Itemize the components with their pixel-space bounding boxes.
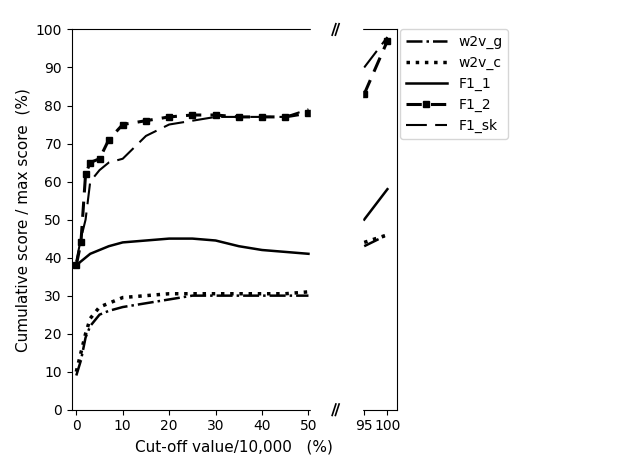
F1_2 [165, 114, 173, 120]
Legend: w2v_g, w2v_c, F1_1, F1_2, F1_sk: w2v_g, w2v_c, F1_1, F1_2, F1_sk [400, 30, 508, 139]
F1_1 [82, 255, 90, 260]
F1_sk [212, 114, 220, 120]
Line: w2v_g: w2v_g [76, 295, 308, 376]
w2v_g [189, 293, 196, 298]
F1_2 [235, 114, 243, 120]
F1_sk [165, 121, 173, 127]
F1_1 [282, 249, 289, 255]
F1_2 [95, 156, 103, 161]
F1_1 [212, 238, 220, 243]
w2v_c [305, 289, 312, 295]
F1_2 [86, 160, 94, 166]
w2v_c [77, 350, 84, 356]
F1_sk [86, 179, 94, 184]
w2v_c [72, 369, 80, 375]
w2v_c [105, 301, 113, 306]
F1_1 [189, 236, 196, 242]
F1_2 [72, 262, 80, 268]
Y-axis label: Cumulative score / max score  (%): Cumulative score / max score (%) [15, 88, 30, 352]
w2v_g [82, 335, 90, 340]
F1_sk [282, 114, 289, 120]
F1_sk [142, 133, 150, 139]
F1_1 [305, 251, 312, 257]
F1_2 [189, 112, 196, 118]
w2v_c [86, 316, 94, 321]
w2v_g [235, 293, 243, 298]
F1_1 [142, 238, 150, 243]
F1_sk [235, 114, 243, 120]
F1_sk [189, 118, 196, 123]
F1_1 [235, 243, 243, 249]
F1_1 [72, 262, 80, 268]
F1_2 [82, 171, 90, 177]
F1_sk [305, 106, 312, 112]
w2v_g [142, 301, 150, 306]
w2v_c [235, 291, 243, 296]
F1_sk [119, 156, 127, 161]
w2v_c [95, 304, 103, 310]
F1_2 [282, 114, 289, 120]
F1_1 [165, 236, 173, 242]
w2v_g [258, 293, 266, 298]
F1_1 [119, 240, 127, 245]
F1_sk [77, 236, 84, 242]
F1_2 [77, 240, 84, 245]
F1_sk [105, 160, 113, 166]
X-axis label: Cut-off value/10,000   (%): Cut-off value/10,000 (%) [135, 439, 333, 454]
F1_2 [305, 110, 312, 116]
w2v_c [142, 293, 150, 298]
Line: F1_1: F1_1 [76, 239, 308, 265]
F1_2 [212, 112, 220, 118]
Bar [311, 14, 362, 417]
F1_2 [119, 121, 127, 127]
F1_1 [77, 258, 84, 264]
F1_sk [95, 167, 103, 173]
w2v_c [258, 291, 266, 296]
F1_2 [142, 118, 150, 123]
w2v_g [165, 296, 173, 302]
w2v_c [282, 291, 289, 296]
w2v_g [77, 357, 84, 363]
w2v_g [72, 373, 80, 378]
w2v_c [165, 291, 173, 296]
Line: w2v_c: w2v_c [76, 292, 308, 372]
F1_sk [82, 217, 90, 222]
F1_sk [258, 114, 266, 120]
F1_2 [258, 114, 266, 120]
F1_1 [86, 251, 94, 257]
w2v_g [305, 293, 312, 298]
F1_2 [105, 137, 113, 143]
w2v_c [119, 295, 127, 300]
F1_1 [258, 247, 266, 253]
w2v_g [119, 304, 127, 310]
F1_sk [72, 258, 80, 264]
w2v_g [282, 293, 289, 298]
w2v_g [95, 312, 103, 318]
w2v_c [212, 291, 220, 296]
w2v_g [105, 308, 113, 314]
Line: F1_sk: F1_sk [76, 109, 308, 261]
F1_1 [95, 247, 103, 253]
w2v_c [82, 331, 90, 336]
Line: F1_2: F1_2 [73, 110, 312, 269]
w2v_g [86, 323, 94, 329]
w2v_c [189, 291, 196, 296]
F1_1 [105, 243, 113, 249]
w2v_g [212, 293, 220, 298]
